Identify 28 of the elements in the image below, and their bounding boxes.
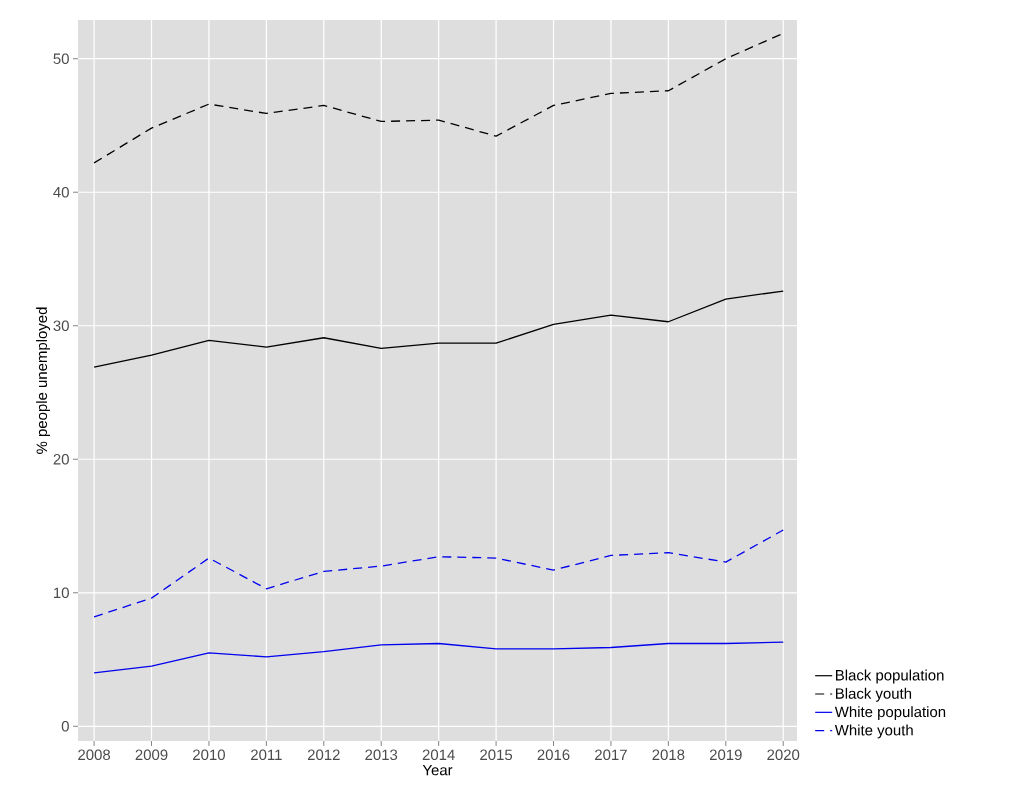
y-tick-label: 30 xyxy=(53,320,69,332)
x-tick-label: 2016 xyxy=(537,749,570,761)
line-series xyxy=(93,641,784,674)
line-series xyxy=(93,290,784,368)
x-tick-label: 2010 xyxy=(193,749,225,761)
y-tick-label: 20 xyxy=(53,453,69,465)
x-tick-label: 2020 xyxy=(767,749,800,761)
legend-label: White youth xyxy=(834,724,913,739)
y-axis-title: % people unemployed xyxy=(36,307,51,454)
legend-label: Black youth xyxy=(836,687,912,702)
x-tick-label: 2019 xyxy=(709,749,742,761)
x-axis-title: Year xyxy=(422,764,453,776)
x-tick-label: 2014 xyxy=(422,749,455,761)
x-tick-label: 2013 xyxy=(365,749,398,761)
y-tick-label: 0 xyxy=(61,721,69,732)
x-tick-label: 2017 xyxy=(595,749,627,761)
y-tick-label: 40 xyxy=(53,186,69,198)
y-tick-label: 10 xyxy=(54,587,69,599)
x-tick-label: 2018 xyxy=(652,749,685,761)
x-tick-label: 2015 xyxy=(480,749,513,761)
x-tick-label: 2009 xyxy=(135,749,168,761)
x-tick-label: 2011 xyxy=(251,749,282,761)
legend-label: White population xyxy=(834,706,946,721)
x-tick-label: 2008 xyxy=(78,749,111,761)
y-tick-label: 50 xyxy=(53,53,69,64)
line-series xyxy=(93,529,784,618)
legend-label: Black population xyxy=(836,669,944,684)
x-tick-label: 2012 xyxy=(307,749,340,761)
